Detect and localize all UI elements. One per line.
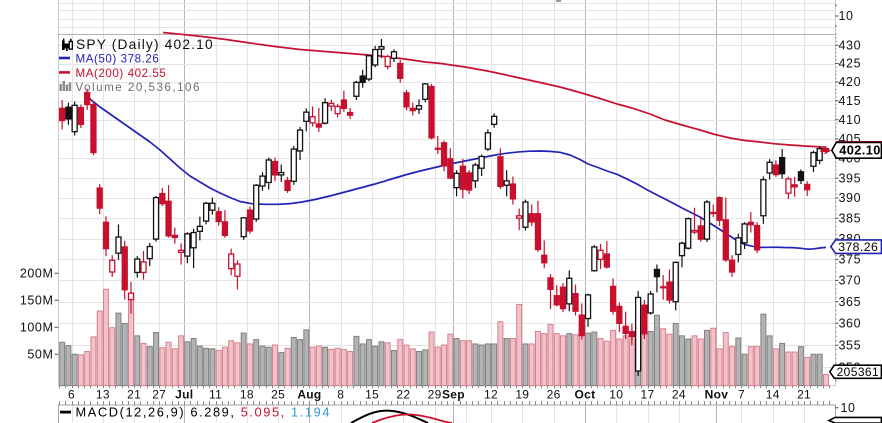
svg-text:6: 6 xyxy=(68,387,75,401)
svg-text:378.26: 378.26 xyxy=(838,240,878,254)
svg-text:355: 355 xyxy=(839,338,862,352)
svg-text:15: 15 xyxy=(365,387,379,401)
svg-text:205361: 205361 xyxy=(837,365,879,379)
svg-text:MA(200) 402.55: MA(200) 402.55 xyxy=(76,67,167,80)
svg-text:Nov: Nov xyxy=(705,387,729,401)
svg-text:395: 395 xyxy=(839,171,862,185)
svg-text:10: 10 xyxy=(609,387,623,401)
svg-text:430: 430 xyxy=(839,38,862,52)
svg-text:22: 22 xyxy=(396,387,410,401)
svg-text:SPY (Daily) 402.10: SPY (Daily) 402.10 xyxy=(76,37,214,52)
svg-text:7: 7 xyxy=(738,387,745,401)
svg-text:375: 375 xyxy=(839,253,862,267)
svg-text:50M: 50M xyxy=(27,348,53,362)
svg-text:11: 11 xyxy=(209,387,222,401)
svg-text:17: 17 xyxy=(641,387,655,401)
svg-text:100M: 100M xyxy=(20,321,54,335)
svg-text:21: 21 xyxy=(797,387,811,401)
svg-text:14: 14 xyxy=(766,387,780,401)
svg-text:13: 13 xyxy=(96,387,110,401)
svg-text:402.10: 402.10 xyxy=(839,143,881,158)
svg-text:27: 27 xyxy=(152,387,166,401)
svg-text:Sep: Sep xyxy=(442,387,465,401)
svg-text:410: 410 xyxy=(839,113,862,127)
svg-text:150M: 150M xyxy=(20,294,54,308)
svg-text:425: 425 xyxy=(839,57,862,71)
svg-text:19: 19 xyxy=(515,387,529,401)
svg-text:24: 24 xyxy=(672,387,686,401)
svg-text:8: 8 xyxy=(337,387,344,401)
svg-text:29: 29 xyxy=(428,387,442,401)
svg-text:26: 26 xyxy=(547,387,561,401)
svg-text:Volume 20,536,106: Volume 20,536,106 xyxy=(76,81,201,94)
svg-text:MA(50) 378.26: MA(50) 378.26 xyxy=(76,53,160,66)
svg-text:Jul: Jul xyxy=(175,387,193,401)
svg-text:Oct: Oct xyxy=(574,387,595,401)
svg-text:415: 415 xyxy=(839,94,862,108)
svg-text:420: 420 xyxy=(839,75,862,89)
svg-text:390: 390 xyxy=(839,191,862,205)
svg-text:365: 365 xyxy=(839,295,862,309)
svg-text:25: 25 xyxy=(271,387,285,401)
svg-text:200M: 200M xyxy=(20,267,54,281)
svg-text:10: 10 xyxy=(841,401,856,415)
svg-text:370: 370 xyxy=(839,274,862,288)
svg-text:385: 385 xyxy=(839,211,862,225)
svg-text:12: 12 xyxy=(484,387,498,401)
svg-text:21: 21 xyxy=(127,387,141,401)
svg-text:MACD(12,26,9) 6.289, 5.095, 1.: MACD(12,26,9) 6.289, 5.095, 1.194 xyxy=(76,405,332,420)
svg-text:18: 18 xyxy=(240,387,254,401)
svg-text:10: 10 xyxy=(839,9,854,23)
svg-text:Aug: Aug xyxy=(297,387,321,401)
svg-text:360: 360 xyxy=(839,317,862,331)
